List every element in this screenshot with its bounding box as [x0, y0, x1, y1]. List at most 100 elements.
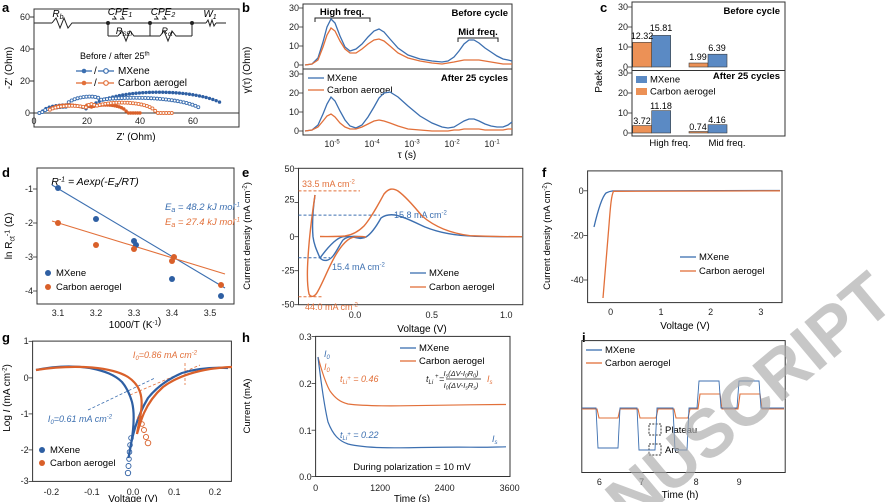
svg-text:c: c	[600, 0, 607, 15]
svg-text:a: a	[2, 0, 10, 15]
svg-text:After 25 cycles: After 25 cycles	[713, 71, 780, 82]
svg-text:10-3: 10-3	[404, 139, 420, 149]
svg-text:-40: -40	[571, 275, 584, 285]
svg-text:0: 0	[25, 108, 30, 118]
svg-text:-3: -3	[25, 252, 33, 262]
svg-text:20: 20	[82, 116, 92, 126]
svg-text:30: 30	[289, 69, 299, 79]
svg-text:40: 40	[20, 44, 30, 54]
svg-text:6: 6	[597, 477, 602, 487]
svg-text:3.5: 3.5	[204, 308, 217, 318]
svg-text:-25: -25	[281, 266, 294, 276]
svg-text:Is: Is	[487, 374, 493, 386]
svg-text:-50: -50	[281, 300, 294, 310]
svg-text:30: 30	[289, 3, 299, 13]
svg-text:3.3: 3.3	[128, 308, 141, 318]
svg-text:MXene: MXene	[118, 66, 150, 77]
svg-text:10: 10	[289, 107, 299, 117]
svg-text:Time (h): Time (h)	[662, 490, 699, 501]
svg-text:γ(τ) (Ohm): γ(τ) (Ohm)	[242, 47, 253, 94]
svg-text:3.72: 3.72	[633, 116, 651, 126]
svg-text:Carbon aerogel: Carbon aerogel	[605, 358, 671, 369]
svg-text:Carbon aerogel: Carbon aerogel	[650, 87, 716, 98]
svg-text:Before cycle: Before cycle	[723, 6, 780, 17]
svg-text:Rct: Rct	[161, 26, 173, 38]
svg-text:Paek area: Paek area	[594, 47, 605, 93]
svg-text:Arc: Arc	[665, 445, 680, 456]
svg-text:I0=0.86 mA cm-2: I0=0.86 mA cm-2	[133, 350, 198, 362]
svg-text:Carbon aerogel: Carbon aerogel	[419, 356, 485, 367]
svg-text:Carbon aerogel: Carbon aerogel	[699, 266, 765, 277]
svg-text:3.2: 3.2	[90, 308, 103, 318]
svg-text:8: 8	[694, 477, 699, 487]
svg-text:/: /	[94, 78, 97, 89]
svg-text:MXene: MXene	[699, 252, 729, 263]
svg-text:Carbon aerogel: Carbon aerogel	[429, 282, 495, 293]
svg-text:Is(ΔV-I0R0): Is(ΔV-I0R0)	[444, 369, 479, 380]
svg-text:0: 0	[608, 307, 613, 317]
svg-text:3.4: 3.4	[166, 308, 179, 318]
svg-text:1200: 1200	[370, 483, 390, 493]
svg-text:MXene: MXene	[419, 343, 449, 354]
svg-text:-3: -3	[21, 476, 29, 486]
svg-text:Carbon aerogel: Carbon aerogel	[56, 282, 122, 293]
svg-text:Is: Is	[492, 434, 498, 446]
svg-text:High freq.: High freq.	[649, 138, 690, 149]
svg-text:1.99: 1.99	[689, 52, 707, 62]
svg-text:0: 0	[623, 128, 628, 138]
svg-text:0: 0	[24, 373, 29, 383]
svg-text:After 25 cycles: After 25 cycles	[441, 73, 508, 84]
svg-text:33.5 mA cm-2: 33.5 mA cm-2	[302, 179, 356, 189]
svg-text:6.39: 6.39	[708, 43, 726, 53]
svg-text:-Z' (Ohm): -Z' (Ohm)	[4, 47, 15, 89]
svg-text:44.0 mA cm-2: 44.0 mA cm-2	[305, 302, 359, 312]
svg-text:-20: -20	[571, 231, 584, 241]
svg-text:Mid freq.: Mid freq.	[458, 27, 498, 38]
svg-text:Log I (mA cm-2): Log I (mA cm-2)	[2, 364, 13, 432]
svg-text:0: 0	[313, 483, 318, 493]
svg-text:Current density (mA cm-2): Current density (mA cm-2)	[542, 182, 553, 290]
svg-text:-1: -1	[21, 409, 29, 419]
svg-text:60: 60	[188, 116, 198, 126]
svg-text:Current (mA): Current (mA)	[242, 379, 253, 434]
svg-text:0.1: 0.1	[168, 487, 181, 497]
svg-text:Plateau: Plateau	[665, 425, 697, 436]
svg-text:Ea = 48.2 kJ mol-1: Ea = 48.2 kJ mol-1	[165, 202, 240, 214]
svg-text:MXene: MXene	[56, 268, 86, 279]
svg-text:Before / after 25th: Before / after 25th	[80, 51, 150, 61]
svg-text:30: 30	[618, 2, 628, 12]
svg-text:0.1: 0.1	[299, 426, 312, 436]
svg-text:MXene: MXene	[429, 268, 459, 279]
svg-text:10: 10	[618, 42, 628, 52]
svg-text:tLi+ = 0.46: tLi+ = 0.46	[340, 374, 378, 386]
svg-text:Voltage (V): Voltage (V)	[108, 494, 157, 502]
svg-text:tLi: tLi	[426, 374, 434, 386]
svg-text:0.2: 0.2	[209, 487, 222, 497]
svg-text:0.5: 0.5	[425, 310, 438, 320]
svg-text:I0=0.61 mA cm-2: I0=0.61 mA cm-2	[48, 414, 113, 426]
svg-text:/: /	[94, 66, 97, 77]
svg-text:1.0: 1.0	[500, 310, 513, 320]
svg-text:MXene: MXene	[327, 73, 357, 84]
svg-text:tLi+ = 0.22: tLi+ = 0.22	[340, 430, 378, 442]
svg-text:20: 20	[289, 22, 299, 32]
svg-text:-1: -1	[25, 184, 33, 194]
svg-text:Voltage (V): Voltage (V)	[397, 324, 446, 335]
svg-text:11.18: 11.18	[650, 101, 672, 111]
svg-text:MXene: MXene	[50, 445, 80, 456]
svg-text:0.74: 0.74	[689, 122, 707, 132]
svg-text:-2: -2	[21, 445, 29, 455]
svg-text:25: 25	[284, 195, 294, 205]
svg-text:20: 20	[289, 88, 299, 98]
svg-text:Mid freq.: Mid freq.	[709, 138, 746, 149]
svg-text:1: 1	[658, 307, 663, 317]
svg-text:20: 20	[20, 76, 30, 86]
svg-text:-0.2: -0.2	[44, 487, 60, 497]
svg-text:Before cycle: Before cycle	[451, 8, 508, 19]
svg-text:3.1: 3.1	[52, 308, 65, 318]
svg-text:Carbon aerogel: Carbon aerogel	[118, 78, 187, 89]
svg-text:4.16: 4.16	[708, 115, 726, 125]
svg-text:0: 0	[31, 116, 36, 126]
svg-text:9: 9	[737, 477, 742, 487]
svg-text:High freq.: High freq.	[320, 7, 364, 18]
